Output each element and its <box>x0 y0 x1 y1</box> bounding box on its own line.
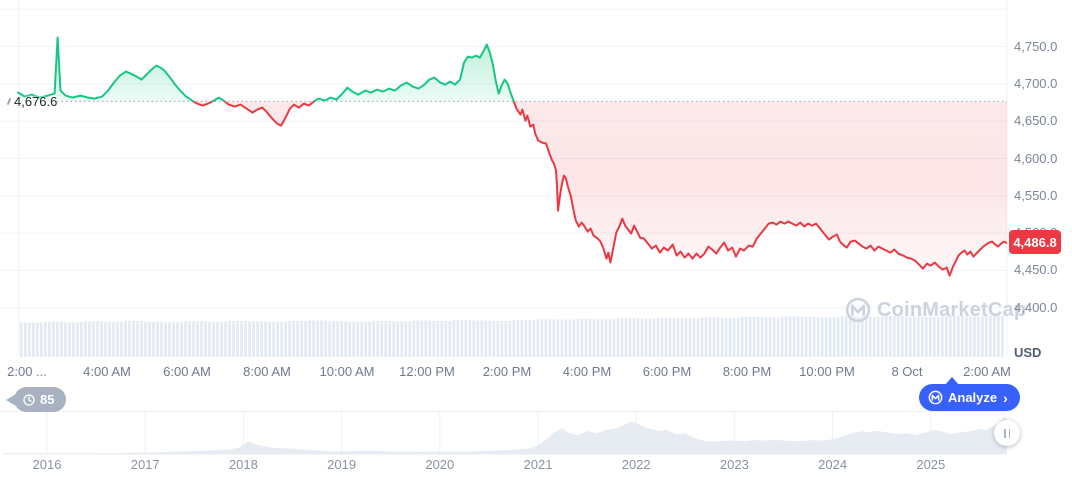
y-axis-label: 4,750.0 <box>1014 38 1058 54</box>
x-axis-label: 10:00 PM <box>799 364 855 379</box>
history-count: 85 <box>40 392 55 407</box>
navigator-area[interactable] <box>2 416 1008 455</box>
x-axis-label: 10:00 AM <box>319 364 375 379</box>
x-axis-label: 2:00 PM <box>482 364 532 379</box>
x-axis-label: 6:00 PM <box>642 364 692 379</box>
price-area-up <box>18 37 1007 102</box>
x-axis-label: 4:00 PM <box>562 364 612 379</box>
year-label: 2018 <box>228 457 258 472</box>
year-label: 2022 <box>621 457 651 472</box>
x-axis-label: 6:00 AM <box>163 364 211 379</box>
x-axis-label: 4:00 AM <box>83 364 131 379</box>
price-area-down <box>193 101 1007 276</box>
x-axis-label: 2:00 AM <box>963 364 1011 379</box>
year-label: 2024 <box>818 457 848 472</box>
year-label: 2023 <box>719 457 749 472</box>
price-line-down <box>191 101 1007 277</box>
previous-close-value: 4,676.6 <box>14 94 58 109</box>
y-axis-label: 4,600.0 <box>1014 150 1058 166</box>
previous-close-label: 4,676.6 <box>6 94 58 109</box>
history-clock-icon <box>23 393 35 406</box>
y-axis-label: 4,450.0 <box>1014 262 1058 278</box>
analyze-label: Analyze <box>948 390 998 405</box>
currency-label: USD <box>1014 345 1042 360</box>
year-label: 2019 <box>327 457 357 472</box>
year-label: 2017 <box>130 457 160 472</box>
x-axis-label: 12:00 PM <box>399 364 455 379</box>
x-axis-label: 8:00 PM <box>722 364 772 379</box>
y-axis-label: 4,400.0 <box>1014 299 1058 315</box>
navigator[interactable] <box>0 411 1008 456</box>
volume-bars <box>20 315 1004 357</box>
x-axis-label: 2:00 ... <box>7 364 47 379</box>
y-axis-label: 4,550.0 <box>1014 187 1058 203</box>
last-price-badge: 4,486.8 <box>1009 230 1061 254</box>
y-axis-label: 4,700.0 <box>1014 75 1058 91</box>
analyze-button[interactable]: Analyze › <box>919 377 1020 411</box>
analyze-logo-icon <box>928 390 943 405</box>
year-label: 2025 <box>916 457 946 472</box>
chevron-right-icon: › <box>1003 389 1008 406</box>
year-label: 2021 <box>523 457 553 472</box>
year-label: 2016 <box>32 457 62 472</box>
navigator-handle[interactable] <box>994 420 1020 446</box>
x-axis-label: 8 Oct <box>891 364 923 379</box>
history-badge[interactable]: 85 <box>14 387 67 412</box>
y-axis-label: 4,650.0 <box>1014 113 1058 129</box>
x-axis-label: 8:00 AM <box>243 364 291 379</box>
ref-marker-icon <box>6 97 12 106</box>
year-label: 2020 <box>425 457 455 472</box>
